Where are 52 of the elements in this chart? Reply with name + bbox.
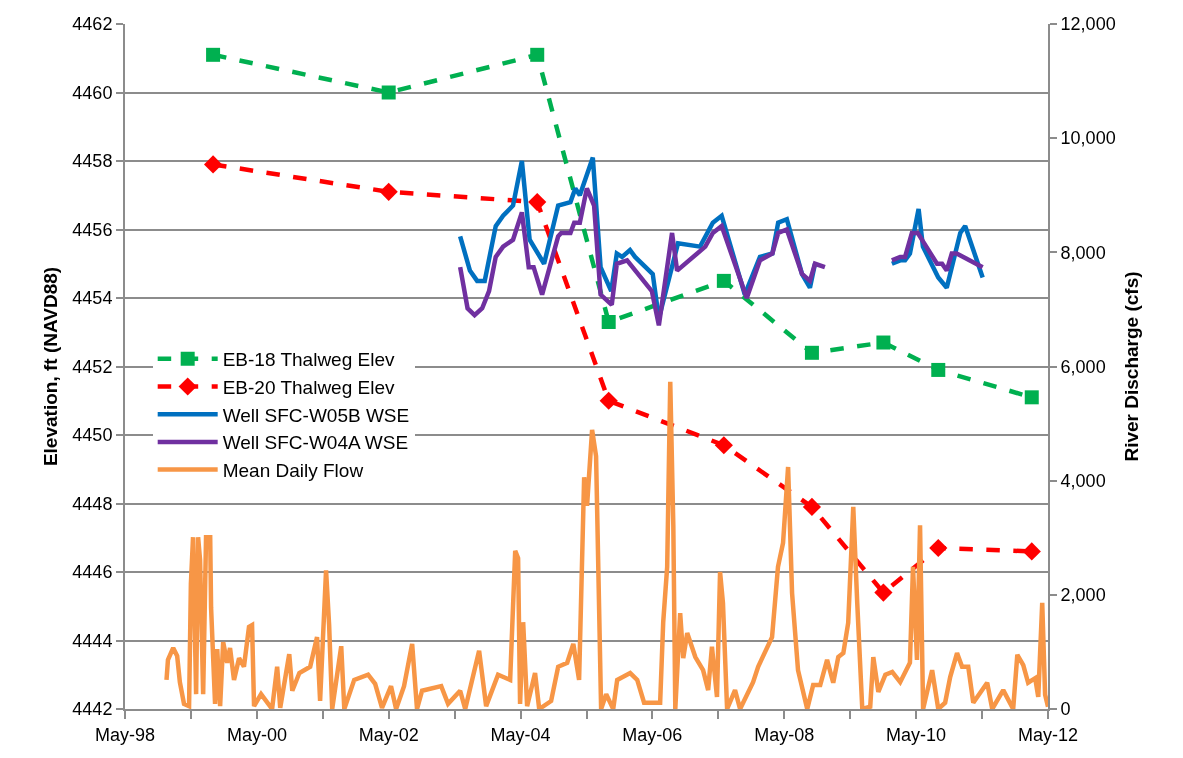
line-series — [164, 379, 1048, 709]
point — [874, 583, 893, 602]
x-tick-label: May-10 — [886, 724, 947, 745]
y-tick-label: 4454 — [72, 288, 113, 309]
point — [802, 497, 822, 517]
point — [206, 47, 221, 62]
point — [929, 538, 948, 558]
point — [601, 314, 616, 329]
x-tick-label: May-04 — [490, 724, 551, 745]
y2-tick-label: 6,000 — [1060, 356, 1106, 377]
y2-tick-label: 8,000 — [1060, 242, 1106, 263]
y2-tick-label: 0 — [1060, 699, 1071, 720]
x-tick-label: May-06 — [622, 724, 683, 745]
y2-tick-label: 2,000 — [1060, 585, 1106, 606]
x-tick-label: May-08 — [754, 724, 815, 745]
y-tick-label: 4444 — [72, 630, 113, 651]
y2-tick-label: 4,000 — [1060, 470, 1106, 491]
legend-label: Well SFC-W04A WSE — [222, 432, 409, 454]
point — [203, 155, 223, 174]
y-axis-title: Elevation, ft (NAVD88) — [39, 266, 61, 467]
y2-tick-label: 10,000 — [1060, 128, 1116, 149]
y-tick-label: 4446 — [72, 562, 113, 583]
y2-tick-label: 12,000 — [1060, 14, 1116, 35]
y-tick-label: 4460 — [72, 82, 113, 103]
y-tick-label: 4450 — [72, 425, 113, 446]
point — [876, 335, 891, 350]
legend-label: EB-18 Thalweg Elev — [222, 349, 395, 371]
point — [379, 182, 398, 201]
y-tick-label: 4462 — [72, 14, 113, 35]
y-tick-label: 4448 — [72, 493, 113, 514]
legend-label: Well SFC-W05B WSE — [222, 404, 410, 426]
legend-label: Mean Daily Flow — [222, 460, 364, 482]
x-tick-label: May-12 — [1017, 724, 1079, 745]
point — [714, 436, 733, 455]
point — [530, 47, 545, 62]
point — [599, 391, 618, 410]
y-tick-label: 4458 — [72, 151, 113, 172]
point — [804, 345, 819, 360]
x-tick-label: May-98 — [94, 724, 156, 745]
point — [1022, 542, 1041, 561]
legend-label: EB-20 Thalweg Elev — [222, 376, 395, 398]
point — [528, 193, 547, 212]
x-tick-label: May-02 — [358, 724, 419, 745]
point — [1024, 390, 1039, 405]
y2-axis-title: River Discharge (cfs) — [1120, 271, 1142, 462]
point — [716, 273, 731, 288]
y-tick-label: 4456 — [72, 219, 113, 240]
point — [381, 85, 396, 100]
y-tick-label: 4452 — [72, 356, 113, 377]
y-tick-label: 4442 — [72, 699, 113, 720]
x-tick-label: May-00 — [226, 724, 287, 745]
point — [931, 362, 946, 377]
